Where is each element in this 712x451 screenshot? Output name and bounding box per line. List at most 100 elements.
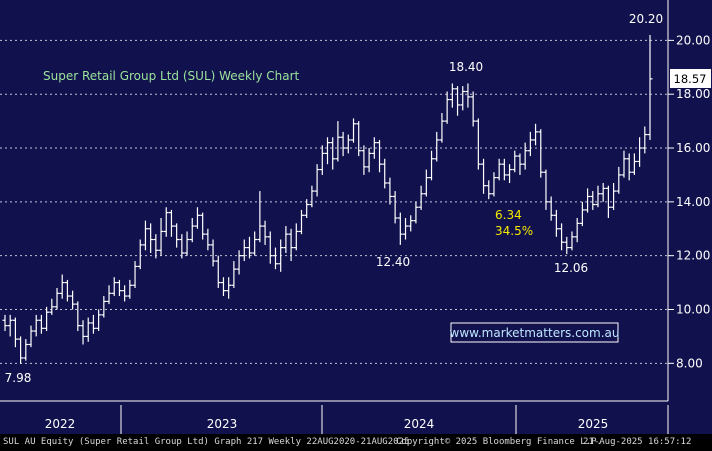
price-bar-38	[200, 212, 206, 240]
price-bar-36	[189, 217, 195, 243]
price-bar-69	[361, 145, 367, 175]
price-bar-80	[418, 185, 424, 210]
price-bar-23	[122, 285, 128, 302]
price-bar-90	[470, 91, 476, 127]
watermark-box: www.marketmatters.com.au	[450, 322, 620, 343]
price-bar-2	[12, 317, 18, 348]
price-bar-107	[559, 223, 565, 251]
watermark-text: www.marketmatters.com.au	[450, 326, 620, 340]
price-bar-9	[49, 298, 55, 315]
price-bar-54	[283, 226, 289, 253]
price-bar-124	[647, 34, 653, 140]
price-bar-52	[272, 247, 278, 270]
price-bar-40	[210, 239, 216, 267]
price-bar-37	[194, 207, 200, 229]
annotation-high: 20.20	[629, 12, 663, 26]
price-bar-76	[397, 212, 403, 245]
price-bar-75	[392, 191, 398, 224]
price-bar-32	[168, 209, 174, 237]
price-bar-85	[444, 91, 450, 124]
price-bar-47	[246, 236, 252, 259]
price-bar-105	[548, 196, 554, 221]
price-bar-106	[553, 209, 559, 237]
price-bar-43	[226, 277, 232, 299]
price-bar-6	[33, 314, 39, 337]
price-bar-93	[486, 180, 492, 200]
annotation-low-2025: 12.06	[554, 261, 588, 275]
price-bar-101	[527, 131, 533, 157]
price-bar-62	[325, 137, 330, 165]
price-bar-97	[507, 164, 513, 184]
price-bar-110	[574, 217, 580, 243]
price-bar-96	[501, 158, 507, 181]
y-tick-label-4: 16.00	[676, 141, 710, 155]
price-bar-34	[179, 234, 185, 259]
price-bar-117	[611, 183, 617, 210]
price-bar-102	[533, 123, 539, 146]
price-bar-83	[434, 131, 440, 162]
price-bar-68	[356, 121, 362, 157]
y-tick-label-3: 14.00	[676, 195, 710, 209]
price-bar-7	[38, 314, 44, 334]
annotation-move-percent: 34.5%	[495, 224, 533, 238]
x-axis: 2022 2023 2024 2025	[45, 405, 669, 434]
price-bar-58	[304, 199, 310, 218]
price-bar-103	[538, 129, 544, 178]
price-bar-70	[366, 148, 372, 173]
price-bar-113	[590, 191, 596, 210]
price-bar-48	[252, 231, 258, 256]
price-bar-59	[309, 185, 315, 208]
price-bar-60	[314, 164, 320, 197]
price-bar-88	[460, 86, 466, 111]
price-bar-116	[605, 185, 611, 218]
last-price-tag: 18.57	[670, 69, 711, 88]
price-bar-115	[600, 183, 606, 202]
watermark-frame	[450, 322, 619, 343]
price-bar-11	[59, 274, 65, 299]
price-bar-14	[75, 301, 81, 332]
last-price-box	[670, 69, 711, 88]
price-bar-49	[257, 191, 263, 243]
price-bar-20	[106, 285, 112, 305]
annotation-peak-2024: 18.40	[449, 60, 483, 74]
price-bar-121	[631, 153, 637, 175]
price-bar-64	[335, 121, 341, 162]
x-tick-label-2022: 2022	[45, 417, 76, 431]
price-bar-16	[85, 317, 91, 342]
price-bar-13	[70, 290, 76, 310]
price-bar-24	[127, 279, 133, 299]
price-bar-118	[616, 166, 622, 194]
y-axis: 8.00 10.00 12.00 14.00 16.00 18.00 20.00	[668, 33, 710, 370]
price-bar-65	[340, 131, 346, 157]
x-tick-label-2024: 2024	[404, 417, 435, 431]
plot-background	[0, 0, 712, 434]
y-tick-label-1: 10.00	[676, 302, 710, 316]
price-bar-45	[236, 250, 242, 275]
price-bar-3	[18, 336, 24, 364]
price-bar-0	[2, 314, 8, 332]
annotation-low-2024: 12.40	[376, 255, 410, 269]
price-bar-39	[205, 228, 211, 251]
price-bar-112	[585, 188, 591, 213]
price-bar-123	[642, 126, 648, 154]
price-bar-67	[351, 118, 357, 143]
price-bar-31	[163, 207, 169, 237]
price-bar-56	[293, 223, 299, 251]
y-tick-label-2: 12.00	[676, 249, 710, 263]
price-bar-78	[408, 215, 414, 232]
price-bar-119	[621, 150, 627, 178]
price-bar-12	[64, 279, 70, 302]
price-bar-81	[423, 169, 429, 197]
y-tick-label-6: 20.00	[676, 33, 710, 47]
price-bar-72	[377, 139, 383, 173]
price-bar-114	[595, 185, 601, 208]
price-bar-57	[298, 209, 304, 235]
price-bar-50	[262, 220, 268, 245]
price-bar-120	[626, 153, 632, 181]
price-bar-87	[455, 86, 461, 116]
price-bar-61	[319, 145, 325, 175]
price-bar-4	[23, 339, 29, 361]
price-bar-15	[80, 320, 86, 345]
